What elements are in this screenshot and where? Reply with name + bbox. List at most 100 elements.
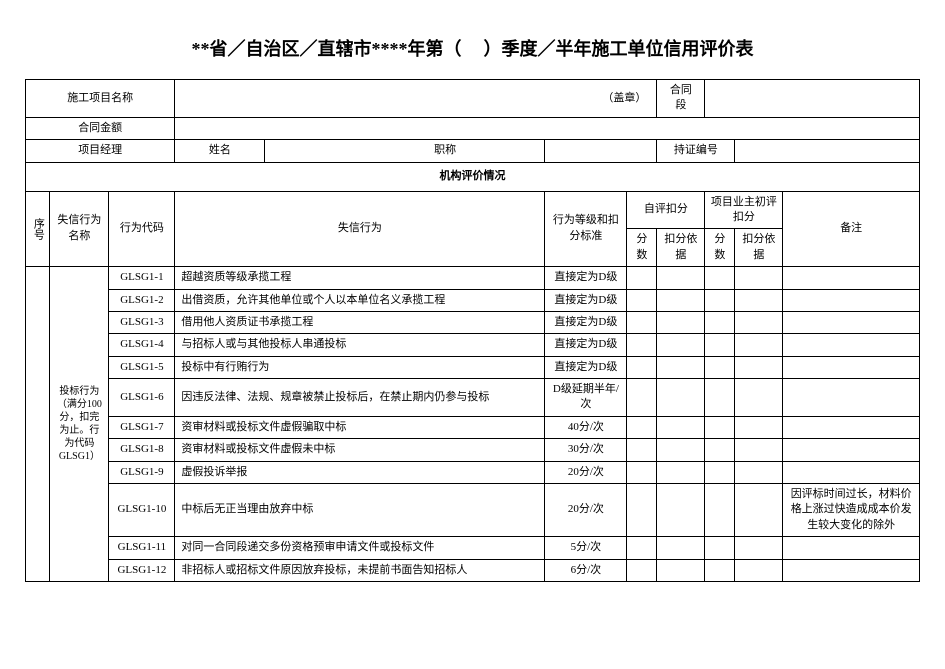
remark-cell: [783, 439, 920, 461]
self-basis-cell: [657, 416, 705, 438]
table-row: GLSG1-8 资审材料或投标文件虚假未中标 30分/次: [26, 439, 920, 461]
owner-basis-cell: [735, 289, 783, 311]
owner-score-cell: [705, 537, 735, 559]
title-value: [545, 140, 657, 162]
std-cell: 直接定为D级: [545, 289, 627, 311]
col-behavior: 失信行为: [175, 191, 545, 267]
remark-cell: [783, 356, 920, 378]
desc-cell: 对同一合同段递交多份资格预审申请文件或投标文件: [175, 537, 545, 559]
header-row-project: 施工项目名称 （盖章） 合同 段: [26, 80, 920, 118]
cert-no-value: [735, 140, 920, 162]
table-row: GLSG1-11 对同一合同段递交多份资格预审申请文件或投标文件 5分/次: [26, 537, 920, 559]
std-cell: 20分/次: [545, 484, 627, 537]
col-remark: 备注: [783, 191, 920, 267]
owner-score-cell: [705, 559, 735, 581]
self-score-cell: [627, 416, 657, 438]
title-suffix: ）季度／半年施工单位信用评价表: [484, 39, 754, 59]
code-cell: GLSG1-4: [109, 334, 175, 356]
seal-label: （盖章）: [602, 92, 646, 104]
col-owner-basis: 扣分依据: [735, 229, 783, 267]
col-seq: 序号: [26, 191, 50, 267]
self-basis-cell: [657, 559, 705, 581]
table-row: GLSG1-12 非招标人或招标文件原因放弃投标，未提前书面告知招标人 6分/次: [26, 559, 920, 581]
self-basis-cell: [657, 461, 705, 483]
self-score-cell: [627, 334, 657, 356]
col-self-score: 分数: [627, 229, 657, 267]
std-cell: 40分/次: [545, 416, 627, 438]
std-cell: 直接定为D级: [545, 267, 627, 289]
section-header-row: 机构评价情况: [26, 162, 920, 191]
table-row: GLSG1-6 因违反法律、法规、规章被禁止投标后，在禁止期内仍参与投标 D级延…: [26, 379, 920, 417]
owner-score-cell: [705, 416, 735, 438]
desc-cell: 投标中有行贿行为: [175, 356, 545, 378]
title-label: 职称: [434, 143, 456, 158]
col-grade-std: 行为等级和扣分标准: [545, 191, 627, 267]
desc-cell: 因违反法律、法规、规章被禁止投标后，在禁止期内仍参与投标: [175, 379, 545, 417]
desc-cell: 超越资质等级承揽工程: [175, 267, 545, 289]
std-cell: 直接定为D级: [545, 356, 627, 378]
table-row: GLSG1-10 中标后无正当理由放弃中标 20分/次 因评标时间过长，材料价格…: [26, 484, 920, 537]
code-cell: GLSG1-12: [109, 559, 175, 581]
owner-basis-cell: [735, 267, 783, 289]
col-behavior-code: 行为代码: [109, 191, 175, 267]
group-label: 投标行为（满分100分，扣完为止。行为代码GLSG1）: [55, 385, 103, 463]
owner-basis-cell: [735, 379, 783, 417]
self-basis-cell: [657, 379, 705, 417]
std-cell: 直接定为D级: [545, 334, 627, 356]
owner-score-cell: [705, 439, 735, 461]
cert-no-label: 持证编号: [657, 140, 735, 162]
owner-basis-cell: [735, 537, 783, 559]
remark-cell: [783, 334, 920, 356]
remark-cell: [783, 379, 920, 417]
desc-cell: 中标后无正当理由放弃中标: [175, 484, 545, 537]
remark-cell: [783, 416, 920, 438]
self-score-cell: [627, 267, 657, 289]
section-header: 机构评价情况: [26, 162, 920, 191]
col-owner-eval: 项目业主初评扣分: [705, 191, 783, 229]
desc-cell: 资审材料或投标文件虚假骗取中标: [175, 416, 545, 438]
contract-amount-value: [175, 117, 920, 139]
self-basis-cell: [657, 334, 705, 356]
table-row: GLSG1-4 与招标人或与其他投标人串通投标 直接定为D级: [26, 334, 920, 356]
remark-cell: [783, 537, 920, 559]
col-self-eval: 自评扣分: [627, 191, 705, 229]
self-score-cell: [627, 559, 657, 581]
owner-basis-cell: [735, 461, 783, 483]
owner-score-cell: [705, 334, 735, 356]
self-score-cell: [627, 484, 657, 537]
header-row-amount: 合同金额: [26, 117, 920, 139]
desc-cell: 与招标人或与其他投标人串通投标: [175, 334, 545, 356]
self-score-cell: [627, 311, 657, 333]
self-score-cell: [627, 461, 657, 483]
self-score-cell: [627, 289, 657, 311]
code-cell: GLSG1-10: [109, 484, 175, 537]
name-value: 职称: [265, 140, 545, 162]
code-cell: GLSG1-3: [109, 311, 175, 333]
seal-cell: （盖章）: [175, 80, 657, 118]
group-label-cell: 投标行为（满分100分，扣完为止。行为代码GLSG1）: [50, 267, 109, 582]
owner-score-cell: [705, 267, 735, 289]
col-behavior-name: 失信行为 名称: [50, 191, 109, 267]
seq-cell: [26, 267, 50, 582]
desc-cell: 非招标人或招标文件原因放弃投标，未提前书面告知招标人: [175, 559, 545, 581]
std-cell: 20分/次: [545, 461, 627, 483]
remark-cell: [783, 311, 920, 333]
code-cell: GLSG1-9: [109, 461, 175, 483]
table-row: 投标行为（满分100分，扣完为止。行为代码GLSG1） GLSG1-1 超越资质…: [26, 267, 920, 289]
self-basis-cell: [657, 537, 705, 559]
pm-label: 项目经理: [26, 140, 175, 162]
col-self-basis: 扣分依据: [657, 229, 705, 267]
owner-score-cell: [705, 379, 735, 417]
desc-cell: 借用他人资质证书承揽工程: [175, 311, 545, 333]
code-cell: GLSG1-5: [109, 356, 175, 378]
col-owner-score: 分数: [705, 229, 735, 267]
page: **省／自治区／直辖市****年第（ ）季度／半年施工单位信用评价表 施工项目名…: [0, 0, 945, 669]
table-row: GLSG1-7 资审材料或投标文件虚假骗取中标 40分/次: [26, 416, 920, 438]
std-cell: 5分/次: [545, 537, 627, 559]
self-score-cell: [627, 379, 657, 417]
header-row-pm: 项目经理 姓名 职称 持证编号: [26, 140, 920, 162]
owner-basis-cell: [735, 439, 783, 461]
self-basis-cell: [657, 267, 705, 289]
code-cell: GLSG1-6: [109, 379, 175, 417]
std-cell: 直接定为D级: [545, 311, 627, 333]
